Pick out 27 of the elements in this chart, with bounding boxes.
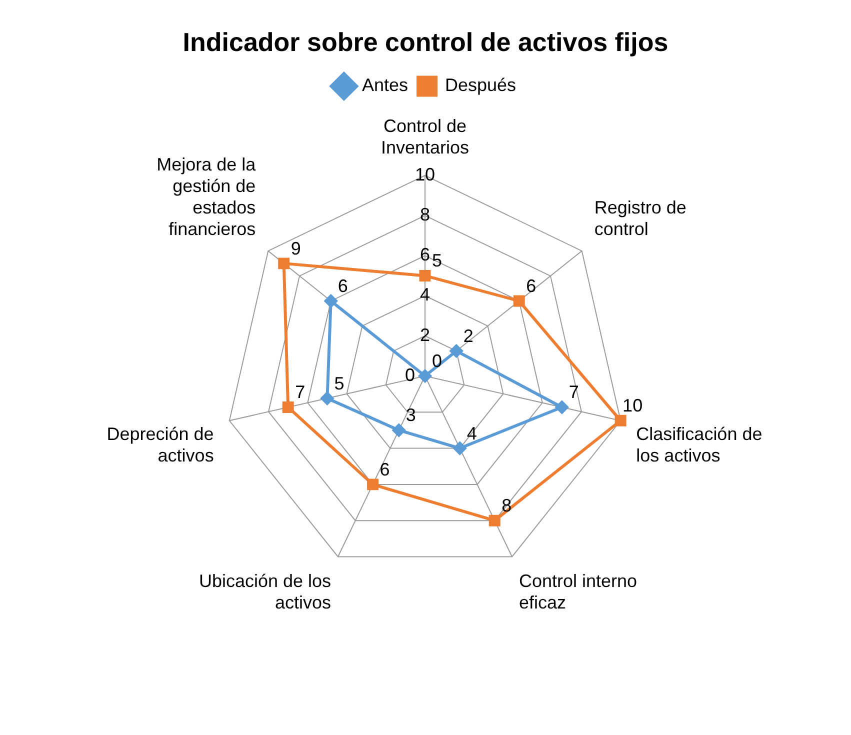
y-tick-label: 4 [420, 284, 430, 305]
y-tick-label: 2 [420, 324, 430, 345]
y-tick-label: 10 [414, 164, 436, 184]
data-label: 7 [295, 382, 306, 402]
data-label: 6 [526, 276, 536, 296]
data-label: 6 [380, 459, 390, 480]
spoke-label: Depreción de activos [106, 424, 214, 466]
data-label: 10 [622, 396, 643, 416]
data-label: 3 [406, 405, 416, 426]
data-label: 5 [334, 373, 344, 394]
spoke-label: Control de Inventarios [380, 116, 470, 158]
spoke-label: Mejora de la gestión de estados financieros [156, 154, 257, 240]
spoke-label: Control interno eficaz [518, 570, 638, 613]
spoke-label: Clasificación de los activos [636, 424, 762, 466]
data-label: 7 [568, 382, 579, 402]
data-label: 6 [338, 276, 348, 296]
legend-label: Después [444, 75, 516, 96]
legend-label: Antes [362, 75, 408, 96]
data-label: 9 [290, 238, 301, 258]
chart-title: Indicador sobre control de activos fijos [182, 26, 668, 57]
data-label: 5 [432, 250, 442, 271]
y-tick-label: 6 [420, 244, 430, 265]
spoke-label: Registro de control [594, 198, 686, 240]
spoke-label: Ubicación de los activos [198, 570, 332, 613]
data-label: 4 [466, 423, 477, 444]
y-tick-label: 8 [420, 204, 430, 224]
data-label: 2 [463, 326, 474, 346]
